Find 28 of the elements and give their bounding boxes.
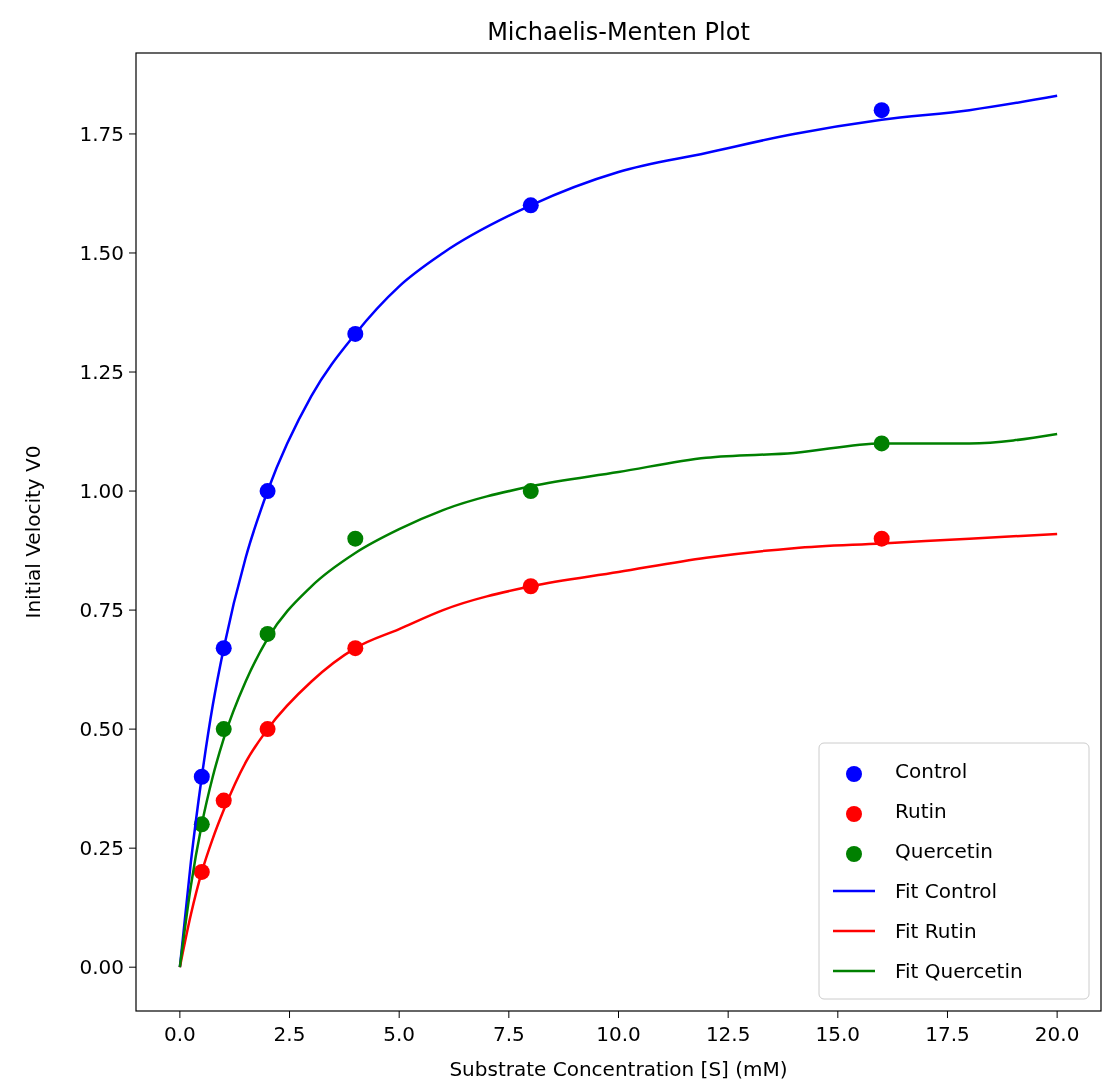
y-tick-label: 1.00 — [79, 479, 124, 504]
x-tick-label: 17.5 — [925, 1022, 970, 1046]
y-tick-label: 0.50 — [79, 717, 124, 742]
y-tick-label: 1.50 — [79, 240, 124, 265]
chart-title: Michaelis-Menten Plot — [487, 18, 750, 46]
legend-label: Rutin — [895, 799, 947, 823]
legend-label: Control — [895, 759, 968, 783]
y-tick-label: 1.25 — [79, 360, 124, 385]
x-tick-label: 15.0 — [815, 1022, 861, 1046]
legend-label: Fit Control — [895, 879, 998, 903]
legend-label: Fit Quercetin — [895, 959, 1023, 983]
legend-label: Fit Rutin — [895, 919, 977, 943]
x-axis-title: Substrate Concentration [S] (mM) — [449, 1057, 788, 1081]
x-tick-label: 2.5 — [273, 1022, 306, 1046]
point — [347, 530, 364, 547]
y-tick-label: 0.75 — [79, 598, 124, 623]
y-tick-label: 0.25 — [79, 836, 124, 861]
y-axis-title: Initial Velocity V0 — [21, 445, 45, 619]
x-tick-label: 5.0 — [383, 1022, 416, 1046]
x-tick-label: 20.0 — [1034, 1022, 1080, 1046]
legend-label: Quercetin — [895, 839, 993, 863]
y-tick-label: 0.00 — [79, 955, 124, 980]
x-tick-label: 0.0 — [163, 1022, 196, 1046]
x-tick-label: 10.0 — [596, 1022, 641, 1046]
y-tick-label: 1.75 — [79, 121, 124, 146]
point — [873, 102, 890, 119]
x-tick-label: 12.5 — [705, 1022, 751, 1046]
x-tick-label: 7.5 — [492, 1022, 525, 1046]
